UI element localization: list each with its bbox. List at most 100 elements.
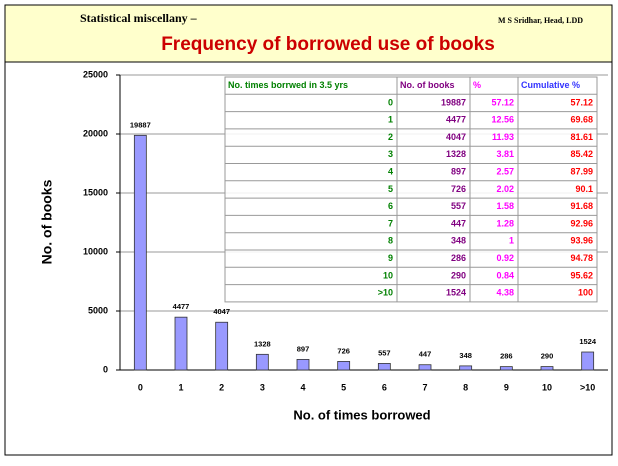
- data-label: 726: [337, 346, 350, 355]
- table-cell: 6: [388, 201, 393, 211]
- table-cell: 3: [388, 149, 393, 159]
- table-cell: 0.84: [496, 270, 514, 280]
- table-cell: 57.12: [570, 97, 593, 107]
- table-cell: 2.57: [496, 167, 514, 177]
- y-tick-label: 20000: [83, 128, 108, 138]
- table-cell: 348: [451, 236, 466, 246]
- table-cell: 0.92: [496, 253, 514, 263]
- table-cell: 87.99: [570, 167, 593, 177]
- y-tick-label: 0: [103, 364, 108, 374]
- x-tick-label: 1: [178, 382, 183, 392]
- table-cell: 91.68: [570, 201, 593, 211]
- bar: [499, 366, 513, 371]
- data-label: 557: [378, 348, 391, 357]
- y-tick-label: 5000: [88, 305, 108, 315]
- table-cell: 1.58: [496, 201, 514, 211]
- table-cell: 92.96: [570, 218, 593, 228]
- table-cell: 85.42: [570, 149, 593, 159]
- table-cell: 3.81: [496, 149, 514, 159]
- table-cell: 11.93: [492, 132, 514, 142]
- data-label: 19887: [130, 120, 151, 129]
- data-label: 290: [541, 352, 554, 361]
- data-label: 4477: [173, 302, 190, 311]
- table-cell: 57.12: [491, 97, 514, 107]
- table-cell: 1: [388, 115, 393, 125]
- x-tick-label: >10: [580, 382, 595, 392]
- table-cell: 4477: [446, 115, 466, 125]
- x-tick-label: 5: [341, 382, 346, 392]
- y-tick-label: 10000: [83, 246, 108, 256]
- table-cell: 94.78: [570, 253, 593, 263]
- table-header: Cumulative %: [521, 80, 580, 90]
- data-label: 1328: [254, 339, 271, 348]
- data-label: 897: [297, 344, 310, 353]
- table-background: [224, 76, 598, 303]
- author: M S Sridhar, Head, LDD: [498, 16, 583, 25]
- bar: [174, 316, 188, 371]
- table-cell: 2.02: [496, 184, 514, 194]
- data-label: 1524: [579, 337, 597, 346]
- table-cell: 2: [388, 132, 393, 142]
- x-tick-label: 7: [422, 382, 427, 392]
- data-label: 348: [459, 351, 472, 360]
- y-axis-label: No. of books: [39, 179, 55, 264]
- table-cell: 4047: [446, 132, 466, 142]
- bar: [255, 353, 269, 371]
- bar: [540, 366, 554, 371]
- data-label: 4047: [213, 307, 230, 316]
- table-header: No. of books: [400, 80, 455, 90]
- bar: [581, 351, 595, 371]
- table-cell: 1: [509, 236, 514, 246]
- bar: [377, 363, 391, 371]
- table-cell: 7: [388, 218, 393, 228]
- series-title: Statistical miscellany –: [80, 11, 198, 25]
- x-tick-label: 3: [260, 382, 265, 392]
- header-band: [5, 5, 612, 62]
- table-cell: 557: [451, 201, 466, 211]
- table: No. times borrwed in 3.5 yrs No. of books…: [224, 76, 598, 303]
- x-tick-label: 10: [542, 382, 552, 392]
- table-cell: 447: [451, 218, 466, 228]
- table-cell: 290: [451, 270, 466, 280]
- table-cell: 19887: [441, 97, 466, 107]
- table-cell: 10: [383, 270, 393, 280]
- table-cell: 12.56: [491, 115, 514, 125]
- table-cell: 90.1: [575, 184, 593, 194]
- table-cell: 726: [451, 184, 466, 194]
- x-tick-label: 8: [463, 382, 468, 392]
- x-tick-label: 0: [138, 382, 143, 392]
- table-cell: >10: [378, 288, 393, 298]
- table-cell: 95.62: [570, 270, 593, 280]
- x-tick-label: 4: [300, 382, 305, 392]
- table-cell: 1328: [446, 149, 466, 159]
- table-cell: 8: [388, 236, 393, 246]
- chart-title: Frequency of borrowed use of books: [161, 34, 495, 55]
- table-cell: 4: [388, 167, 393, 177]
- table-cell: 1.28: [496, 218, 514, 228]
- table-cell: 5: [388, 184, 393, 194]
- y-tick-label: 25000: [83, 69, 108, 79]
- table-cell: 1524: [446, 288, 466, 298]
- bar: [337, 361, 351, 371]
- table-cell: 897: [451, 167, 466, 177]
- x-axis-label: No. of times borrowed: [293, 407, 430, 422]
- data-label: 286: [500, 352, 513, 361]
- table-cell: 69.68: [570, 115, 593, 125]
- bar: [296, 359, 310, 371]
- table-header: No. times borrwed in 3.5 yrs: [228, 80, 348, 90]
- table-cell: 100: [578, 288, 593, 298]
- bar: [215, 321, 229, 371]
- table-cell: 4.38: [496, 288, 514, 298]
- x-tick-label: 9: [504, 382, 509, 392]
- y-tick-label: 15000: [83, 187, 108, 197]
- bar: [133, 134, 147, 371]
- x-tick-label: 2: [219, 382, 224, 392]
- bar: [418, 364, 432, 371]
- table-cell: 93.96: [570, 236, 593, 246]
- bar: [459, 365, 473, 371]
- x-tick-label: 6: [382, 382, 387, 392]
- table-cell: 81.61: [570, 132, 593, 142]
- table-cell: 286: [451, 253, 466, 263]
- table-cell: 0: [388, 97, 393, 107]
